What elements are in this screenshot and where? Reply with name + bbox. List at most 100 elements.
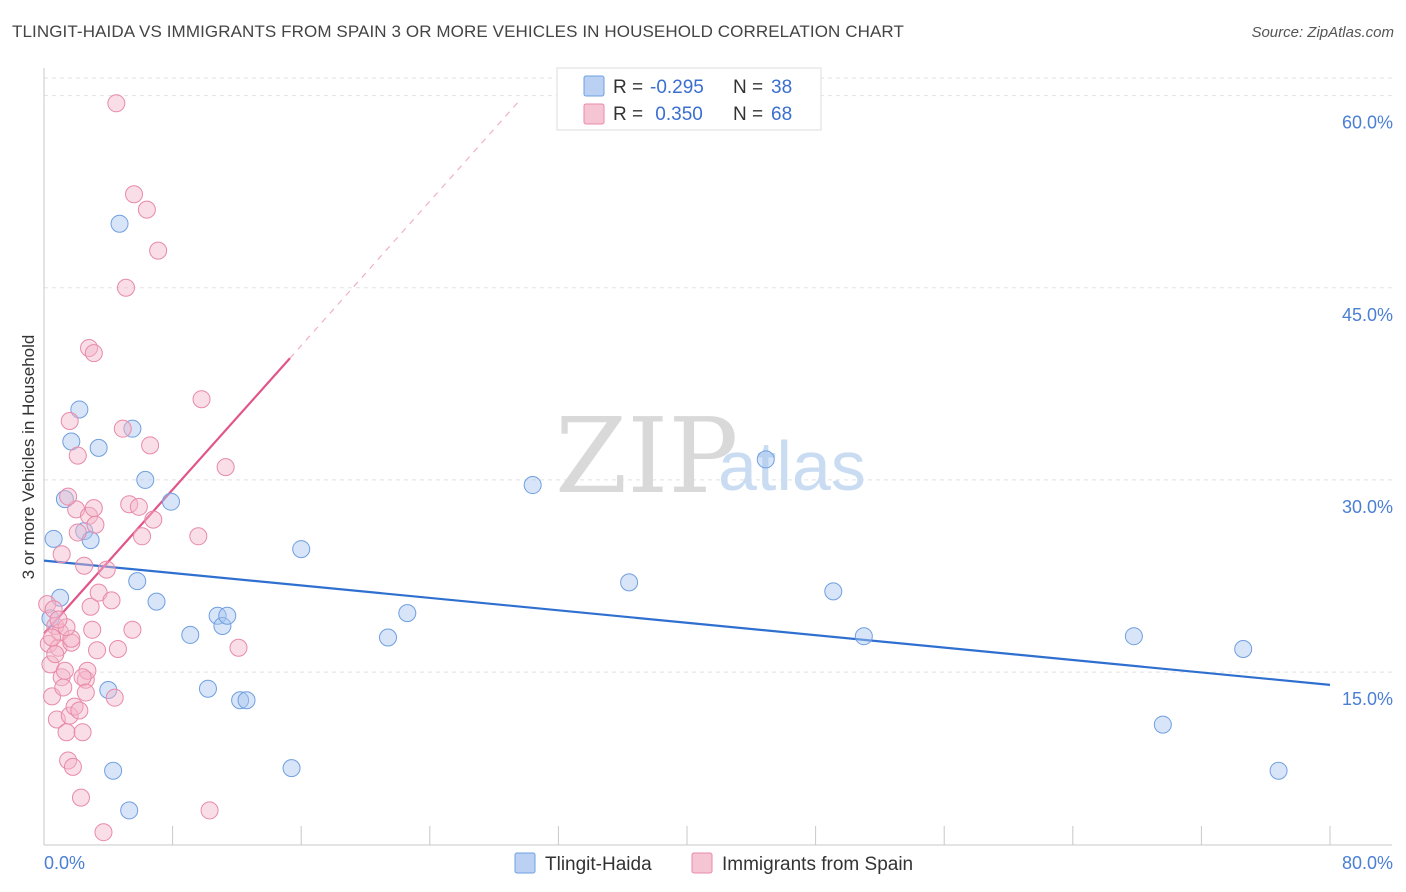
point-immigrants-spain	[84, 499, 103, 518]
point-immigrants-spain	[94, 823, 113, 842]
point-immigrants-spain	[133, 527, 152, 546]
point-immigrants-spain	[60, 411, 79, 430]
point-tlingit-haida	[1153, 715, 1172, 734]
point-tlingit-haida	[854, 627, 873, 646]
chart-title: TLINGIT-HAIDA VS IMMIGRANTS FROM SPAIN 3…	[12, 22, 904, 41]
source-label: Source: ZipAtlas.com	[1251, 24, 1394, 41]
trend-line-immigrants-spain	[43, 357, 291, 635]
point-tlingit-haida	[161, 492, 180, 511]
point-immigrants-spain	[116, 278, 135, 297]
point-tlingit-haida	[99, 681, 118, 699]
point-tlingit-haida	[198, 679, 217, 698]
watermark-zip: ZIP	[555, 395, 738, 517]
watermark: ZIP atlas	[555, 395, 866, 517]
y-tick-label: 60.0%	[1342, 113, 1393, 133]
legend-label-spain: Immigrants from Spain	[722, 854, 913, 875]
point-immigrants-spain	[97, 560, 116, 579]
stat-n-value: 38	[771, 77, 792, 98]
point-immigrants-spain	[102, 591, 121, 610]
stat-r-label: R =	[613, 77, 643, 98]
point-immigrants-spain	[57, 723, 76, 742]
point-immigrants-spain	[76, 670, 95, 689]
y-tick-label: 30.0%	[1342, 497, 1393, 517]
watermark-atlas: atlas	[718, 427, 866, 505]
point-tlingit-haida	[1124, 627, 1143, 646]
stat-swatch-tlingit	[583, 75, 605, 97]
point-tlingit-haida	[181, 625, 200, 644]
x-tick-label: 80.0%	[1342, 853, 1393, 873]
legend-label-tlingit: Tlingit-Haida	[545, 854, 652, 875]
point-immigrants-spain	[80, 338, 99, 357]
point-tlingit-haida	[237, 691, 256, 710]
stat-n-label: N =	[733, 77, 763, 98]
point-tlingit-haida	[44, 529, 63, 548]
point-immigrants-spain	[55, 661, 74, 680]
point-tlingit-haida	[292, 540, 311, 559]
point-immigrants-spain	[144, 510, 163, 529]
point-immigrants-spain	[86, 515, 105, 534]
point-immigrants-spain	[125, 185, 144, 204]
point-tlingit-haida	[110, 214, 129, 233]
point-immigrants-spain	[229, 638, 248, 657]
grid-lines	[44, 77, 1392, 673]
point-tlingit-haida	[136, 470, 155, 489]
point-immigrants-spain	[113, 419, 132, 438]
trend-line-tlingit-haida	[43, 559, 1331, 686]
point-immigrants-spain	[52, 545, 71, 564]
point-immigrants-spain	[141, 436, 160, 455]
trend-lines	[43, 101, 1331, 686]
point-tlingit-haida	[1234, 640, 1253, 659]
point-tlingit-haida	[231, 691, 250, 710]
point-immigrants-spain	[68, 523, 87, 542]
point-tlingit-haida	[282, 759, 301, 778]
y-tick-labels: 15.0% 30.0% 45.0% 60.0%	[1342, 113, 1393, 709]
point-immigrants-spain	[107, 94, 126, 113]
stat-r-value: 0.350	[650, 104, 703, 125]
point-tlingit-haida	[208, 606, 227, 625]
axes	[43, 68, 1392, 846]
point-immigrants-spain	[200, 801, 219, 820]
point-immigrants-spain	[59, 487, 78, 506]
point-tlingit-haida	[213, 616, 232, 635]
point-immigrants-spain	[105, 688, 124, 707]
point-tlingit-haida	[398, 604, 417, 623]
point-tlingit-haida	[620, 573, 639, 592]
point-tlingit-haida	[120, 801, 139, 820]
point-immigrants-spain	[81, 597, 100, 616]
point-immigrants-spain	[63, 757, 82, 776]
point-immigrants-spain	[62, 629, 81, 648]
stat-n-label: N =	[733, 104, 763, 125]
point-tlingit-haida	[218, 606, 237, 625]
point-immigrants-spain	[75, 556, 94, 575]
stat-r-value: -0.295	[650, 77, 704, 98]
point-tlingit-haida	[1269, 761, 1288, 780]
stats-box: R = -0.295 N = 38 R = 0.350 N = 68	[556, 67, 822, 131]
point-immigrants-spain	[129, 497, 148, 516]
point-tlingit-haida	[379, 628, 398, 647]
point-immigrants-spain	[137, 200, 156, 219]
point-immigrants-spain	[46, 645, 65, 664]
point-immigrants-spain	[54, 678, 73, 697]
point-immigrants-spain	[73, 723, 92, 742]
point-immigrants-spain	[149, 241, 168, 260]
stat-swatch-spain	[583, 103, 605, 125]
point-tlingit-haida	[70, 400, 89, 419]
point-immigrants-spain	[76, 683, 95, 702]
y-tick-label: 15.0%	[1342, 689, 1393, 709]
point-tlingit-haida	[523, 476, 542, 495]
point-immigrants-spain	[73, 668, 92, 687]
point-immigrants-spain	[83, 620, 102, 639]
point-immigrants-spain	[123, 620, 142, 639]
y-tick-label: 45.0%	[1342, 305, 1393, 325]
point-immigrants-spain	[70, 701, 89, 720]
point-immigrants-spain	[108, 640, 127, 659]
data-points	[38, 94, 1288, 842]
point-immigrants-spain	[49, 610, 68, 629]
point-tlingit-haida	[824, 582, 843, 601]
point-immigrants-spain	[192, 390, 211, 409]
stat-r-label: R =	[613, 104, 643, 125]
legend-swatch-tlingit	[514, 852, 536, 874]
point-immigrants-spain	[88, 641, 107, 660]
x-tick-label: 0.0%	[44, 853, 85, 873]
